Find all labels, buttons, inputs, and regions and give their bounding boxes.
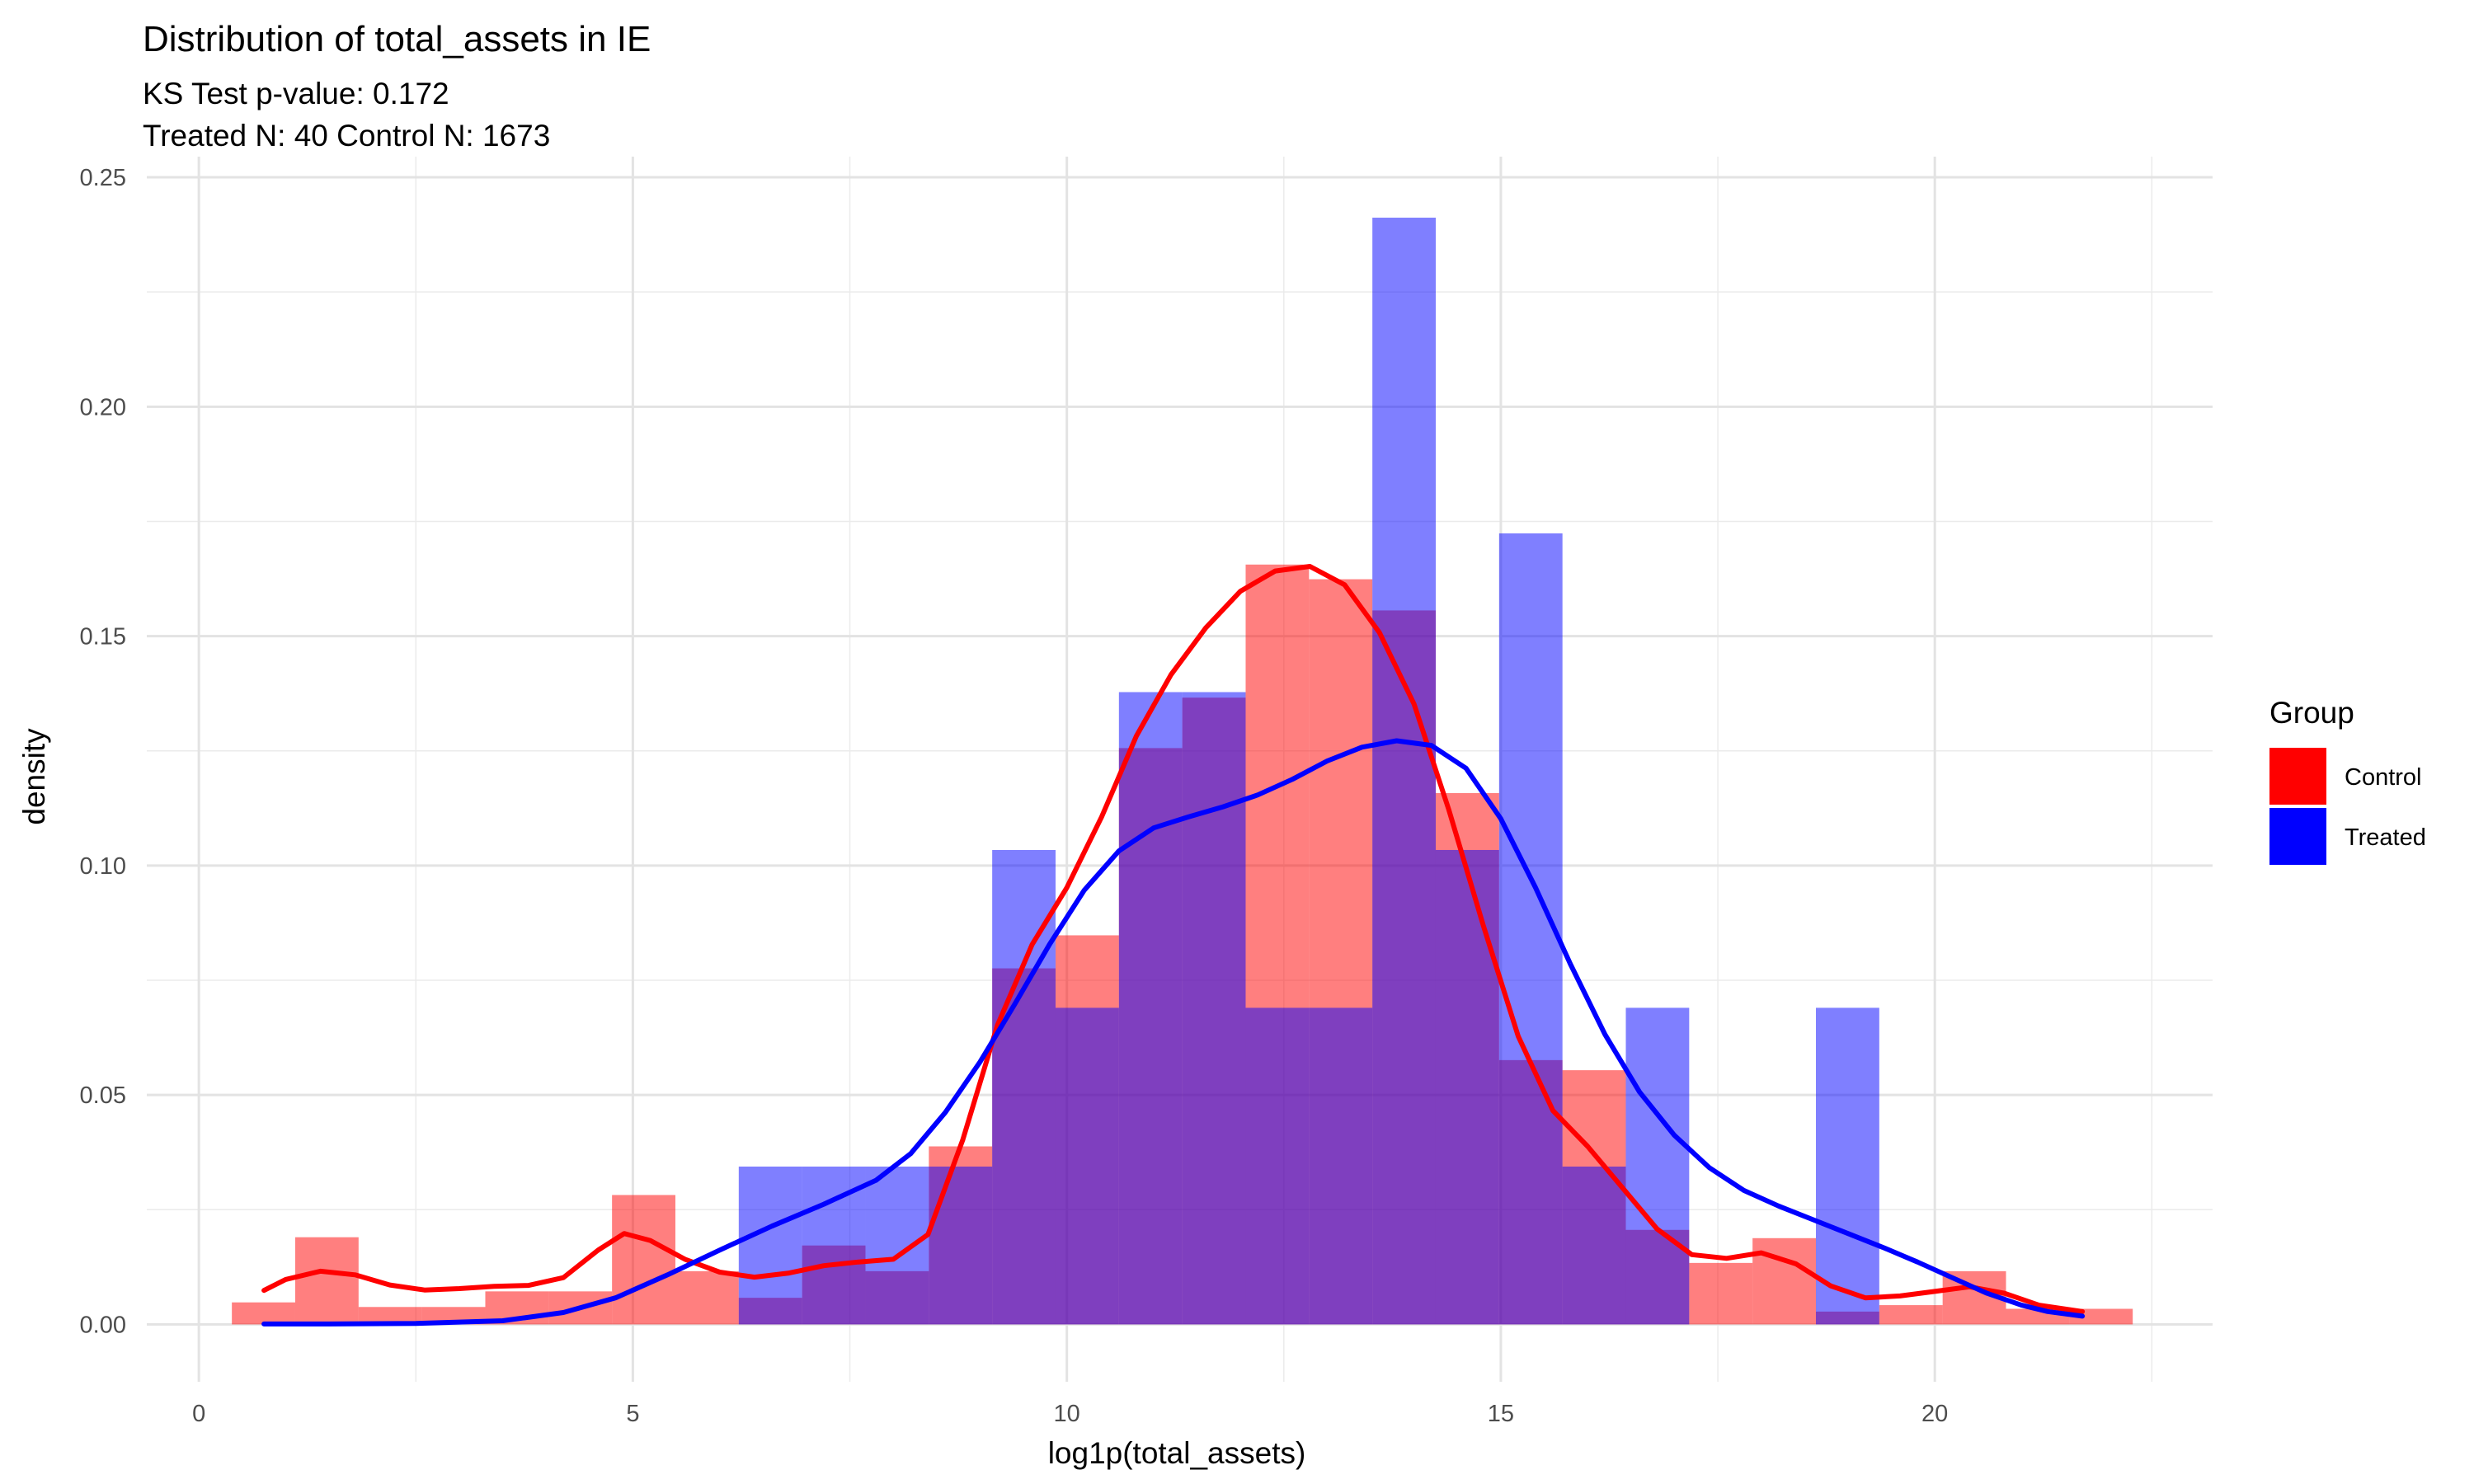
treated-bar-18 (1372, 218, 1436, 1325)
treated-bar-13 (1055, 1007, 1119, 1325)
treated-bar-15 (1182, 692, 1246, 1325)
y-tick-label-5: 0.25 (80, 165, 126, 191)
legend-swatch-control (2269, 748, 2326, 805)
control-bar-6 (612, 1195, 675, 1325)
treated-density-line (261, 738, 2086, 1327)
chart-subtitle-line-1: KS Test p-value: 0.172 (143, 77, 449, 110)
treated-bar-10 (865, 1166, 929, 1325)
control-density-line (261, 564, 2086, 1314)
treated-bar-22 (1625, 1007, 1690, 1325)
x-tick-label-2: 10 (1054, 1401, 1080, 1427)
density-curves (261, 564, 2086, 1327)
y-axis-ticks: 0.00 0.05 0.10 0.15 0.20 0.25 (80, 165, 126, 1338)
treated-bar-25 (1815, 1007, 1879, 1325)
y-tick-label-1: 0.05 (80, 1082, 126, 1109)
y-tick-label-3: 0.15 (80, 624, 126, 650)
chart-title: Distribution of total_assets in IE (143, 19, 651, 59)
control-bar-23 (1689, 1262, 1753, 1325)
x-tick-label-1: 5 (626, 1401, 639, 1427)
control-bar-7 (675, 1270, 739, 1325)
control-bar-1 (294, 1237, 359, 1325)
treated-bar-9 (802, 1166, 866, 1325)
treated-bar-16 (1245, 1007, 1310, 1325)
treated-bar-12 (992, 849, 1056, 1325)
legend-label-treated: Treated (2345, 824, 2426, 851)
y-tick-label-2: 0.10 (80, 853, 126, 880)
control-bar-29 (2069, 1308, 2133, 1325)
x-tick-label-3: 15 (1488, 1401, 1514, 1427)
treated-bar-11 (929, 1166, 993, 1325)
y-tick-label-4: 0.20 (80, 394, 126, 420)
treated-bar-8 (738, 1166, 802, 1325)
x-axis-label: log1p(total_assets) (1048, 1436, 1306, 1470)
chart-subtitle-line-2: Treated N: 40 Control N: 1673 (143, 119, 550, 153)
control-bar-26 (1879, 1305, 1943, 1325)
treated-bar-19 (1435, 849, 1499, 1325)
control-bar-2 (358, 1307, 422, 1325)
legend-label-control: Control (2345, 764, 2422, 791)
treated-histogram (738, 218, 1879, 1325)
x-axis-ticks: 0 5 10 15 20 (192, 1401, 1948, 1427)
x-tick-label-4: 20 (1921, 1401, 1948, 1427)
grid (147, 157, 2213, 1382)
legend-title: Group (2269, 696, 2354, 730)
y-tick-label-0: 0.00 (80, 1312, 126, 1338)
treated-bar-17 (1309, 1007, 1373, 1325)
control-bar-0 (232, 1302, 295, 1325)
legend: Group Control Treated (2269, 696, 2426, 865)
y-axis-label: density (17, 728, 51, 825)
x-tick-label-0: 0 (192, 1401, 205, 1427)
treated-bar-21 (1562, 1166, 1626, 1325)
legend-swatch-treated (2269, 808, 2326, 865)
treated-bar-14 (1118, 692, 1183, 1325)
